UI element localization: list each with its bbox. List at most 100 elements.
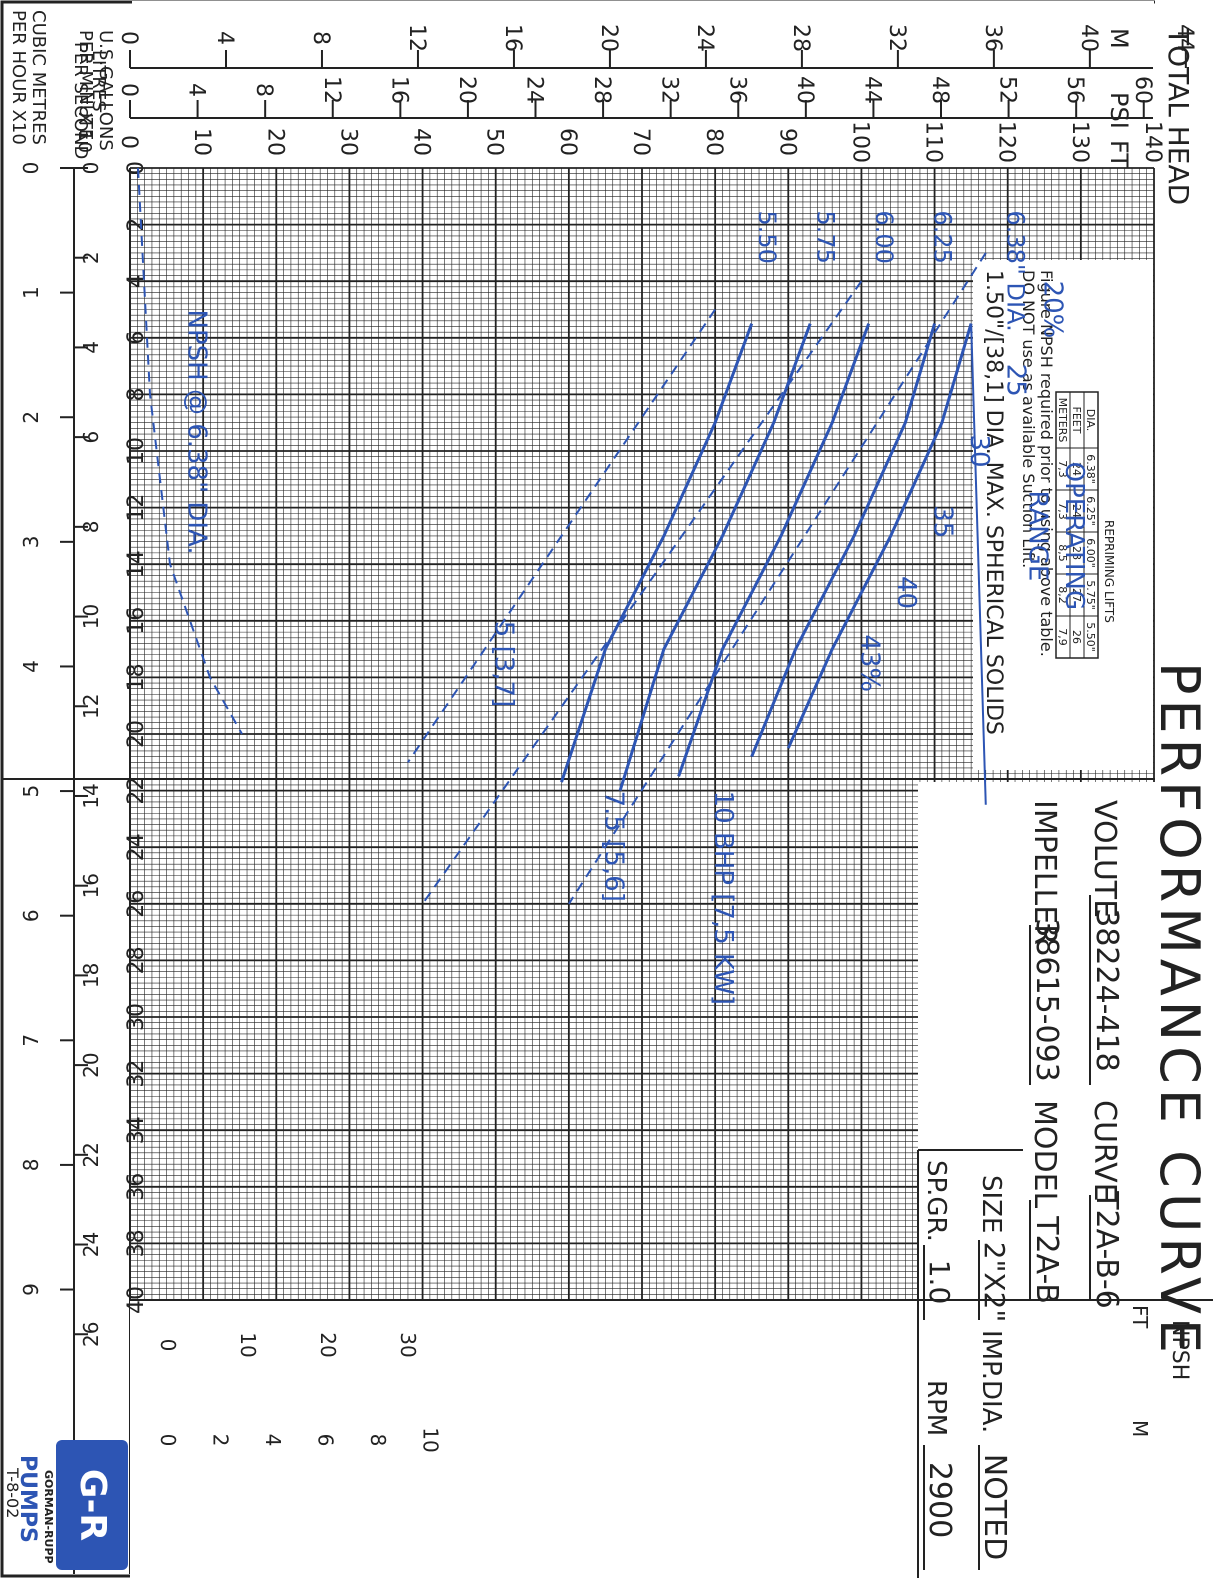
ft-tick-label: 10	[189, 128, 214, 156]
impeller-value: 38615-093	[1029, 918, 1064, 1082]
psi-tick-label: 40	[792, 76, 817, 104]
ft-tick-label: 130	[1067, 121, 1092, 163]
lps-axis-label: PER SECOND	[70, 42, 91, 159]
rpm-value: 2900	[922, 1462, 957, 1538]
logo-line1: GORMAN-RUPP	[42, 1470, 55, 1564]
rpm-label: RPM	[921, 1380, 951, 1436]
gpm-tick-label: 0	[124, 161, 149, 175]
cmh-axis-label: PER HOUR X10	[8, 10, 29, 145]
lps-tick-label: 10	[79, 604, 103, 629]
bhp-75-label: 7.5 [5,6]	[598, 791, 628, 902]
m-tick-label: 24	[692, 24, 717, 52]
cmh-tick-label: 7	[19, 1034, 43, 1047]
doc-code: T-8-02	[3, 1467, 22, 1518]
efficiency-label: 30	[964, 434, 994, 467]
npsh-ft-tick: 30	[396, 1332, 420, 1357]
lps-tick-label: 0	[79, 162, 103, 175]
m-tick-label: 20	[596, 24, 621, 52]
psi-tick-label: 16	[386, 76, 411, 104]
npsh-ft-tick: 20	[316, 1332, 340, 1357]
psi-tick-label: 24	[522, 76, 547, 104]
repriming-cell: 28	[1070, 546, 1083, 560]
ft-tick-label: 120	[994, 121, 1019, 163]
gpm-tick-label: 32	[124, 1060, 149, 1088]
lps-tick-label: 20	[79, 1052, 103, 1077]
ft-tick-label: 60	[555, 128, 580, 156]
cmh-tick-label: 1	[19, 286, 43, 299]
lps-axis-label: LITRES	[88, 50, 109, 112]
repriming-title: REPRIMING LIFTS	[1102, 520, 1116, 623]
m-tick-label: 8	[308, 31, 333, 45]
head-curve	[677, 323, 871, 777]
psi-tick-label: 32	[657, 76, 682, 104]
npsh-note-1: Figure NPSH required prior to using abov…	[1037, 270, 1056, 657]
lps-tick-label: 24	[79, 1232, 103, 1257]
head-curve	[618, 323, 812, 792]
dia-label: 5.50	[753, 210, 781, 263]
psi-tick-label: 56	[1062, 76, 1087, 104]
repriming-header-cell: 5.50"	[1084, 622, 1097, 652]
ft-tick-label: 140	[1140, 121, 1165, 163]
lps-tick-label: 18	[79, 963, 103, 988]
cmh-tick-label: 4	[19, 660, 43, 673]
m-tick-label: 36	[980, 24, 1005, 52]
efficiency-label: 20%	[1037, 281, 1067, 339]
lps-tick-label: 16	[79, 873, 103, 898]
impeller-label: IMPELLER	[1027, 800, 1062, 945]
lps-tick-label: 12	[79, 694, 103, 719]
npsh-curve-label: NPSH @ 6.38" DIA.	[182, 310, 212, 555]
psi-tick-label: 52	[995, 76, 1020, 104]
cmh-tick-label: 6	[19, 909, 43, 922]
psi-tick-label: 0	[116, 83, 141, 97]
cmh-tick-label: 8	[19, 1159, 43, 1172]
npsh-m-tick: 8	[366, 1434, 390, 1447]
gpm-tick-label: 6	[124, 331, 149, 345]
psi-tick-label: 48	[927, 76, 952, 104]
gpm-tick-label: 20	[124, 720, 149, 748]
bhp-5-label: 5 [3,7]	[489, 621, 519, 707]
gpm-axis-label: U.S.GALLONS	[95, 30, 116, 151]
volute-value: 38224-418	[1089, 908, 1124, 1072]
gpm-tick-label: 4	[124, 274, 149, 288]
spgr-value: 1.0	[923, 1260, 956, 1305]
gpm-axis-multiplier: X 10	[74, 112, 95, 153]
m-tick-label: 32	[884, 24, 909, 52]
gpm-tick-label: 8	[124, 387, 149, 401]
notes-panel: REPRIMING LIFTS DIA.FEETMETERS6.38"247,3…	[981, 270, 1116, 735]
gpm-tick-label: 10	[124, 437, 149, 465]
power-line	[421, 280, 863, 905]
gpm-tick-label: 38	[124, 1229, 149, 1257]
ft-tick-label: 110	[921, 121, 946, 163]
ft-tick-label: 40	[409, 128, 434, 156]
repriming-cell: 8,2	[1056, 586, 1069, 604]
ft-tick-label: 20	[262, 128, 287, 156]
notes-panel-bg	[973, 260, 1153, 770]
impdia-value: NOTED	[977, 1454, 1012, 1560]
repriming-header-cell: 6.25"	[1084, 496, 1097, 526]
cmh-tick-label: 2	[19, 411, 43, 424]
gpm-tick-label: 30	[124, 1003, 149, 1031]
m-tick-label: 4	[212, 31, 237, 45]
gpm-tick-label: 24	[124, 833, 149, 861]
cmh-tick-label: 0	[19, 162, 43, 175]
dia-label: 6.00	[870, 210, 898, 263]
repriming-cell: METERS	[1056, 398, 1069, 443]
gpm-tick-label: 26	[124, 890, 149, 918]
npsh-m-tick: 4	[261, 1434, 285, 1447]
curve-label: CURVE	[1087, 1100, 1122, 1202]
cmh-tick-label: 5	[19, 785, 43, 798]
operating-range-label: RANGE	[1023, 490, 1053, 581]
psi-tick-label: 36	[724, 76, 749, 104]
repriming-cell: 24	[1070, 504, 1083, 518]
m-tick-label: 44	[1172, 24, 1197, 52]
gpm-tick-label: 40	[124, 1286, 149, 1314]
efficiency-label: 35	[928, 505, 958, 538]
npsh-m-tick: 2	[208, 1434, 232, 1447]
operating-range-arrow	[970, 323, 987, 805]
gpm-tick-label: 2	[124, 218, 149, 232]
logo-brand: G-R	[72, 1469, 113, 1541]
dia-label: 6.25	[929, 210, 957, 263]
chart-title: PERFORMANCE CURVE	[1148, 662, 1211, 1358]
psi-tick-label: 28	[589, 76, 614, 104]
logo-line2: PUMPS	[15, 1455, 40, 1543]
